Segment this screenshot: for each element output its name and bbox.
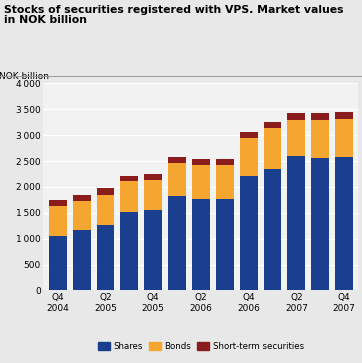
Text: in NOK billion: in NOK billion	[4, 15, 87, 25]
Bar	[240, 132, 258, 138]
Bar	[97, 225, 114, 290]
Bar	[192, 199, 210, 290]
Bar	[216, 199, 234, 290]
Text: Stocks of securities registered with VPS. Market values: Stocks of securities registered with VPS…	[4, 5, 343, 16]
Bar	[287, 113, 305, 120]
Bar	[49, 236, 67, 290]
Bar	[335, 112, 353, 119]
Bar	[121, 176, 138, 181]
Bar	[144, 180, 162, 210]
Bar	[168, 163, 186, 196]
Bar	[264, 169, 281, 290]
Bar	[335, 119, 353, 158]
Bar	[311, 120, 329, 158]
Legend: Shares, Bonds, Short-term securities: Shares, Bonds, Short-term securities	[94, 338, 307, 354]
Bar	[121, 212, 138, 290]
Bar	[216, 165, 234, 199]
Bar	[287, 120, 305, 156]
Bar	[73, 230, 90, 290]
Bar	[73, 201, 90, 230]
Bar	[264, 122, 281, 128]
Bar	[49, 206, 67, 236]
Bar	[240, 138, 258, 176]
Bar	[311, 113, 329, 120]
Bar	[168, 157, 186, 163]
Text: NOK billion: NOK billion	[0, 73, 49, 81]
Bar	[240, 176, 258, 290]
Bar	[192, 159, 210, 165]
Bar	[264, 128, 281, 169]
Bar	[311, 158, 329, 290]
Bar	[335, 158, 353, 290]
Bar	[216, 159, 234, 165]
Bar	[144, 210, 162, 290]
Bar	[49, 200, 67, 206]
Bar	[192, 165, 210, 199]
Bar	[144, 174, 162, 180]
Bar	[97, 195, 114, 225]
Bar	[287, 156, 305, 290]
Bar	[73, 195, 90, 201]
Bar	[97, 188, 114, 195]
Bar	[168, 196, 186, 290]
Bar	[121, 181, 138, 212]
